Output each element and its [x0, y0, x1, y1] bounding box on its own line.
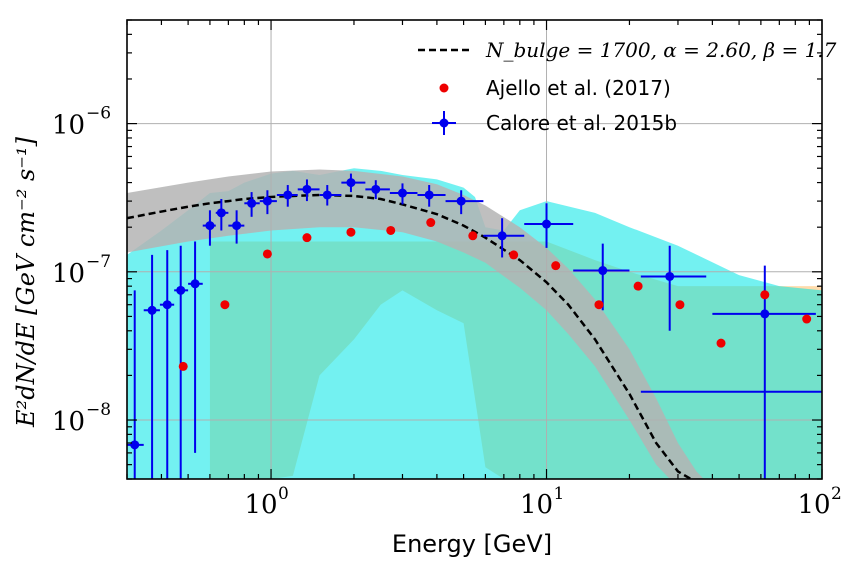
calore-point: [216, 208, 226, 218]
y-tick-exponent: −6: [86, 104, 111, 124]
data-points: [127, 173, 822, 479]
confidence-bands: [127, 168, 822, 479]
x-axis-label: Energy [GeV]: [392, 530, 552, 558]
ajello-point: [633, 281, 643, 291]
ajello-point: [178, 361, 188, 371]
model-curve: [127, 193, 694, 479]
calore-point: [162, 300, 172, 310]
ajello-point: [551, 261, 561, 271]
legend: N_bulge = 1700, α = 2.60, β = 1.7 Ajello…: [418, 38, 837, 135]
calore-point: [147, 305, 157, 315]
axis-ticks: [126, 19, 823, 480]
ajello-point: [386, 225, 396, 235]
calore-point: [497, 231, 507, 241]
ajello-point: [716, 338, 726, 348]
calore-point: [302, 184, 312, 194]
y-tick-exponent: −7: [86, 252, 111, 272]
calore-point: [346, 178, 356, 188]
y-tick-label: 10: [52, 259, 85, 289]
x-tick-exponent: 0: [278, 484, 289, 504]
legend-calore-label: Calore et al. 2015b: [486, 111, 677, 135]
x-tick-exponent: 2: [831, 484, 842, 504]
calore-point: [190, 279, 200, 289]
calore-point: [232, 221, 242, 231]
plot-frame: [126, 19, 823, 480]
ajello-point: [302, 233, 312, 243]
calore-point: [665, 271, 675, 281]
ajello-point: [262, 249, 272, 259]
legend-calore-marker: [439, 118, 449, 128]
legend-ajello-label: Ajello et al. (2017): [486, 76, 671, 100]
tick-labels: 10 0 10 1 10 210 −810 −710 −6: [52, 104, 842, 520]
calore-point: [456, 196, 466, 206]
ajello-point: [426, 218, 436, 228]
x-tick-label: 10: [797, 490, 830, 520]
y-tick-label: 10: [52, 111, 85, 141]
ajello-point: [802, 314, 812, 324]
ajello-point: [468, 231, 478, 241]
x-tick-label: 10: [520, 490, 553, 520]
y-tick-exponent: −8: [86, 400, 111, 420]
calore-point: [247, 198, 257, 208]
calore-point: [760, 309, 770, 319]
ajello-point: [675, 300, 685, 310]
calore-point: [283, 190, 293, 200]
x-tick-exponent: 1: [554, 484, 565, 504]
ajello-point: [760, 290, 770, 300]
calore-point: [262, 196, 272, 206]
legend-model-label: N_bulge = 1700, α = 2.60, β = 1.7: [485, 38, 837, 62]
calore-point: [205, 221, 215, 231]
ajello-point: [509, 250, 519, 260]
model-curves: [127, 193, 694, 479]
calore-point: [176, 285, 186, 295]
calore-point: [598, 266, 608, 276]
calore-point: [424, 190, 434, 200]
ajello-point: [594, 300, 604, 310]
calore-point: [130, 440, 140, 450]
legend-ajello-marker: [439, 83, 449, 93]
calore-point: [371, 184, 381, 194]
calore-point: [397, 188, 407, 198]
y-tick-label: 10: [52, 407, 85, 437]
calore-point: [542, 219, 552, 229]
y-axis-label: E²dN/dE [GeV cm⁻² s⁻¹]: [12, 136, 40, 428]
x-tick-label: 10: [244, 490, 277, 520]
grey-band: [127, 169, 704, 479]
ajello-point: [220, 300, 230, 310]
ajello-point: [346, 227, 356, 237]
calore-point: [322, 190, 332, 200]
